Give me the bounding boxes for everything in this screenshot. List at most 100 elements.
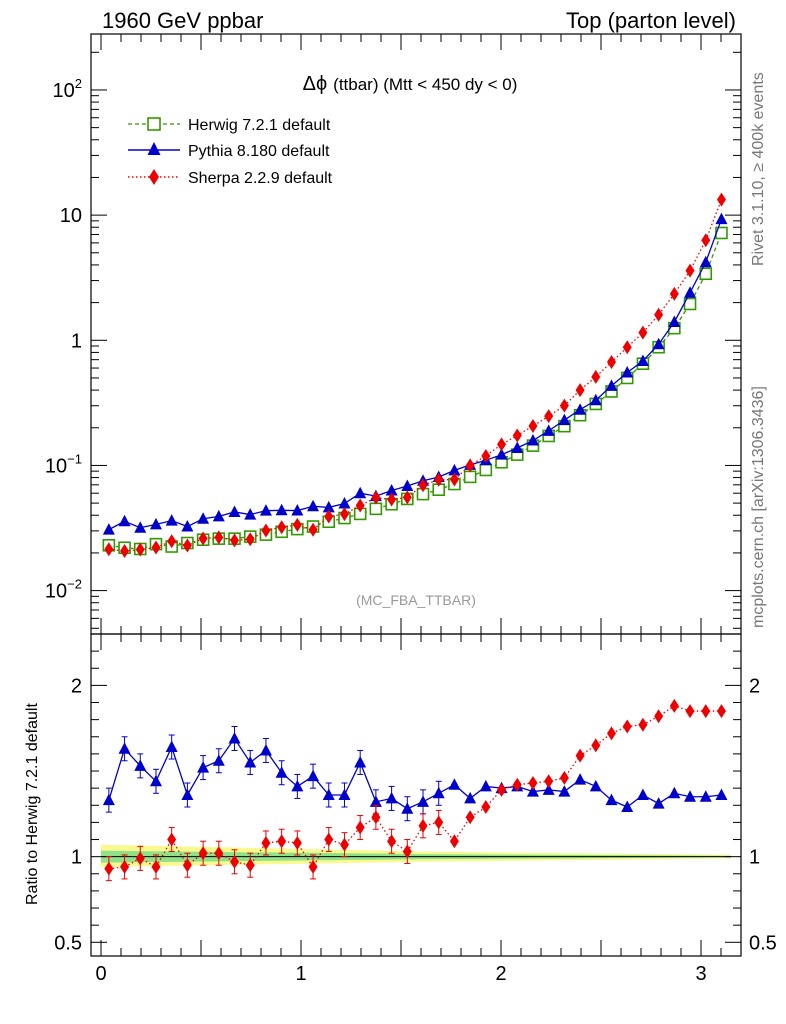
main-sherpa-point <box>716 192 726 207</box>
main-pythia-point <box>495 448 508 460</box>
ratio-pythia-point <box>369 795 382 807</box>
main-pythia-point <box>715 212 728 225</box>
main-pythia-point <box>589 393 602 406</box>
ratio-pythia-point <box>307 769 320 782</box>
legend-pythia-marker <box>147 142 161 155</box>
ratio-y-axis-title: Ratio to Herwig 7.2.1 default <box>24 703 41 905</box>
main-sherpa-point <box>701 233 711 248</box>
ratio-sherpa-point <box>230 854 240 869</box>
ratio-series-pythia-line <box>108 737 722 810</box>
ratio-pythia-point <box>417 795 430 807</box>
ratio-sherpa-point <box>261 835 271 850</box>
main-pythia-point <box>526 434 539 446</box>
ratio-sherpa-point <box>512 777 522 792</box>
legend-pythia-label: Pythia 8.180 default <box>188 143 330 160</box>
ratio-pythia-point <box>385 791 398 804</box>
main-pythia-point <box>307 499 320 512</box>
main-sherpa-point <box>135 542 145 557</box>
main-sherpa-point <box>104 542 114 557</box>
ratio-pythia-point <box>448 778 461 790</box>
plot-title-text: (ttbar) (Mtt < 450 dy < 0) <box>333 75 517 94</box>
ratio-sherpa-point <box>339 837 349 852</box>
main-sherpa-point <box>292 517 302 532</box>
ratio-pythia-point <box>699 790 712 802</box>
ratio-y-axis: 0.5 0.5 1 1 2 2 <box>54 650 777 954</box>
main-pythia-point <box>102 523 115 535</box>
ratio-pythia-point <box>165 740 178 753</box>
ratio-pythia-point <box>275 766 288 778</box>
ratio-sherpa-point <box>355 820 365 835</box>
ratio-y-tick-label-left: 0.5 <box>54 932 82 954</box>
main-sherpa-point <box>324 509 334 524</box>
main-pythia-point <box>212 509 225 522</box>
ratio-pythia-point <box>228 731 241 744</box>
ratio-pythia-point <box>479 779 492 792</box>
legend-item-herwig: Herwig 7.2.1 default <box>128 117 331 134</box>
main-pythia-point <box>322 500 335 513</box>
main-sherpa-point <box>339 507 349 522</box>
legend-herwig-marker <box>147 117 161 131</box>
ratio-sherpa-point <box>481 799 491 814</box>
ratio-pythia-point <box>354 755 367 768</box>
main-y-axis: 10−2 10−1 1 10 102 <box>45 51 741 629</box>
ratio-pythia-point <box>244 755 257 768</box>
ratio-sherpa-point <box>701 704 711 719</box>
ratio-pythia-point <box>652 797 665 809</box>
main-sherpa-point <box>277 520 287 535</box>
ratio-sherpa-point <box>182 858 192 873</box>
main-pythia-point <box>401 479 414 492</box>
main-pythia-point <box>558 413 571 426</box>
ratio-sherpa-point <box>371 810 381 825</box>
ratio-sherpa-point <box>387 834 397 849</box>
ratio-pythia-point <box>401 802 414 814</box>
ratio-pythia-point <box>589 779 602 792</box>
collision-energy-label: 1960 GeV ppbar <box>102 8 263 33</box>
x-axis: 0 1 2 3 <box>95 634 742 985</box>
x-tick-label: 3 <box>695 963 706 985</box>
ratio-sherpa-point <box>716 704 726 719</box>
main-y-tick-label: 1 <box>71 330 82 352</box>
ratio-pythia-point <box>212 754 225 766</box>
main-pythia-point <box>165 514 178 526</box>
main-sherpa-point <box>418 478 428 493</box>
main-pythia-point <box>621 366 634 378</box>
ratio-sherpa-point <box>638 717 648 732</box>
process-label: Top (parton level) <box>566 8 736 33</box>
main-sherpa-point <box>685 263 695 278</box>
main-pythia-point <box>291 504 304 516</box>
ratio-sherpa-point <box>324 832 334 847</box>
main-pythia-point <box>385 483 398 496</box>
ratio-sherpa-point <box>497 782 507 797</box>
ratio-sherpa-point <box>198 846 208 861</box>
main-sherpa-point <box>261 523 271 538</box>
ratio-series-layer <box>102 698 728 882</box>
main-sherpa-point <box>654 307 664 322</box>
main-sherpa-point <box>591 369 601 384</box>
main-pythia-point <box>511 441 524 453</box>
ratio-pythia-point <box>715 788 728 800</box>
main-pythia-point <box>636 354 649 366</box>
main-pythia-point <box>699 255 712 268</box>
x-tick-label: 1 <box>295 963 306 985</box>
main-y-tick-label: 102 <box>53 76 82 102</box>
legend-sherpa-marker <box>149 169 159 185</box>
ratio-sherpa-point <box>575 748 585 763</box>
ratio-pythia-point <box>102 793 115 806</box>
ratio-y-tick-label-left: 2 <box>71 675 82 697</box>
x-tick-label: 0 <box>95 963 106 985</box>
ratio-sherpa-point <box>135 851 145 866</box>
main-sherpa-point <box>151 540 161 555</box>
herwig-uncertainty-band <box>101 844 731 867</box>
ratio-sherpa-point <box>669 698 679 713</box>
main-series-layer <box>102 192 728 559</box>
ratio-sherpa-point <box>402 844 412 859</box>
ratio-pythia-point <box>291 779 304 792</box>
ratio-pythia-point <box>636 788 649 800</box>
ratio-sherpa-point <box>528 776 538 791</box>
x-tick-label: 2 <box>495 963 506 985</box>
ratio-panel: 0.5 0.5 1 1 2 2 0 1 2 3 Ratio to Herwig 7.2.1 de… <box>24 633 777 985</box>
main-pythia-point <box>118 514 131 527</box>
ratio-sherpa-point <box>277 834 287 849</box>
ratio-pythia-point <box>322 788 335 800</box>
analysis-watermark: (MC_FBA_TTBAR) <box>356 592 476 608</box>
